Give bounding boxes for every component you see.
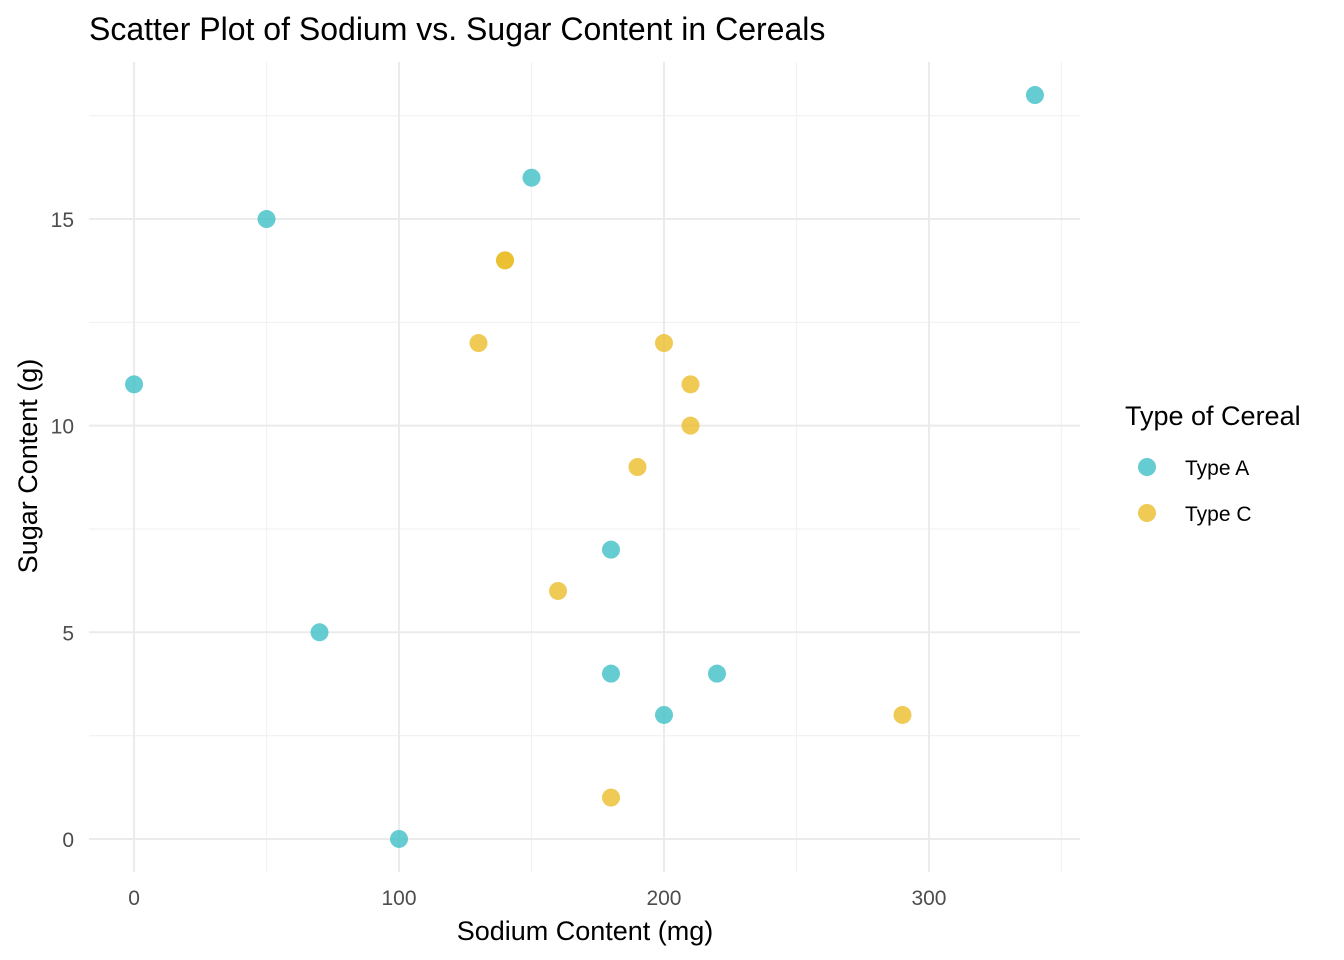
- data-point-type-a: [601, 664, 620, 683]
- data-point-type-a: [601, 540, 620, 559]
- x-tick-label: 100: [381, 887, 416, 910]
- legend-items: Type A Type C: [1138, 457, 1252, 526]
- y-axis-ticks: 0 5 10 15: [51, 209, 74, 852]
- x-axis-ticks: 0 100 200 300: [128, 887, 946, 910]
- data-point-type-a: [310, 623, 329, 642]
- data-point-type-c: [654, 334, 673, 353]
- data-point-type-a: [257, 210, 276, 229]
- y-tick-label: 10: [51, 416, 74, 439]
- legend-key-type-c: [1138, 504, 1156, 522]
- legend-key-type-a: [1138, 458, 1156, 476]
- y-tick-label: 5: [62, 622, 74, 645]
- data-point-type-c: [681, 416, 700, 435]
- data-point-type-a: [654, 705, 673, 724]
- data-point-type-a: [522, 168, 541, 187]
- x-tick-label: 200: [646, 887, 681, 910]
- y-axis-title: Sugar Content (g): [13, 359, 43, 574]
- grid: [89, 62, 1080, 872]
- data-point-type-c: [893, 705, 912, 724]
- data-points: [125, 86, 1044, 848]
- legend-label: Type C: [1185, 503, 1252, 526]
- data-point-type-a: [125, 375, 144, 394]
- y-tick-label: 15: [51, 209, 74, 232]
- data-point-type-a: [390, 829, 409, 848]
- y-tick-label: 0: [62, 829, 74, 852]
- data-point-type-c: [601, 788, 620, 807]
- x-tick-label: 0: [128, 887, 140, 910]
- data-point-type-c: [496, 251, 515, 270]
- x-tick-label: 300: [911, 887, 946, 910]
- data-point-type-c: [469, 334, 488, 353]
- legend: Type of Cereal Type A Type C: [1125, 401, 1301, 526]
- data-point-type-a: [1025, 86, 1044, 105]
- data-point-type-c: [549, 581, 568, 600]
- data-point-type-c: [681, 375, 700, 394]
- legend-label: Type A: [1185, 457, 1249, 480]
- chart-title: Scatter Plot of Sodium vs. Sugar Content…: [89, 11, 825, 47]
- data-point-type-c: [628, 458, 647, 476]
- legend-title: Type of Cereal: [1125, 401, 1301, 431]
- data-point-type-a: [707, 664, 726, 683]
- x-axis-title: Sodium Content (mg): [457, 916, 714, 946]
